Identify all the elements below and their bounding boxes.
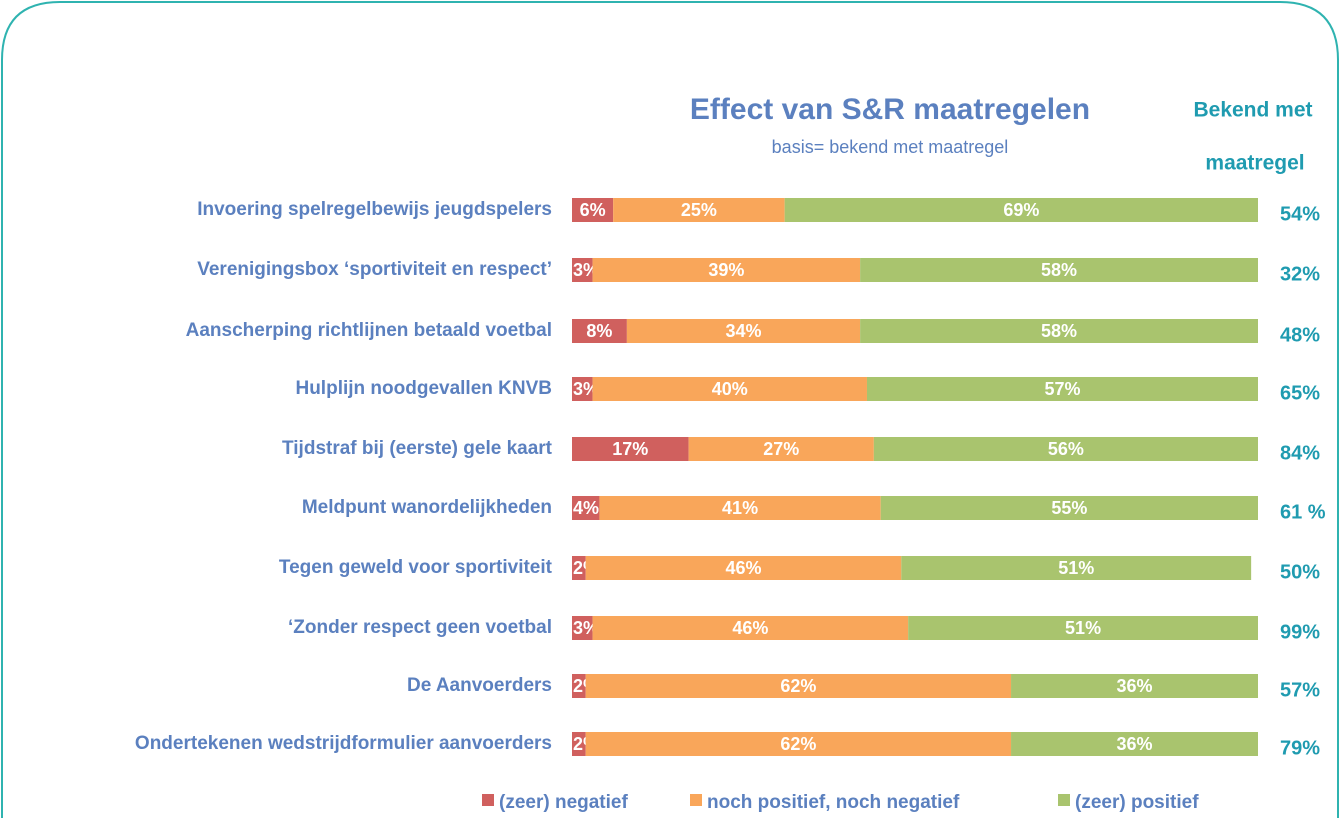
bar-segment xyxy=(784,198,1258,222)
known-label: 32% xyxy=(1280,263,1320,285)
value-label: 69% xyxy=(1003,200,1039,220)
known-label: 65% xyxy=(1280,382,1320,404)
category-label: ‘Zonder respect geen voetbal xyxy=(288,617,552,638)
bar-segment xyxy=(572,377,593,401)
bar-segment xyxy=(572,616,593,640)
category-label: Aanscherping richtlijnen betaald voetbal xyxy=(186,320,552,341)
value-label: 62% xyxy=(780,734,816,754)
column-title: maatregel xyxy=(1205,152,1304,175)
bar-segment xyxy=(572,437,689,461)
bar-segment xyxy=(572,556,586,580)
known-label: 61 % xyxy=(1280,501,1326,523)
value-label: 3% xyxy=(573,260,599,280)
category-label: Tegen geweld voor sportiviteit xyxy=(279,557,553,578)
value-label: 58% xyxy=(1041,321,1077,341)
value-label: 36% xyxy=(1117,734,1153,754)
category-label: Hulplijn noodgevallen KNVB xyxy=(295,378,552,399)
value-label: 62% xyxy=(780,676,816,696)
chart-subtitle: basis= bekend met maatregel xyxy=(772,137,1009,157)
bar-segment xyxy=(866,377,1258,401)
value-label: 6% xyxy=(580,200,606,220)
legend-label: (zeer) negatief xyxy=(499,792,628,813)
bar-segment xyxy=(585,556,902,580)
category-label: Tijdstraf bij (eerste) gele kaart xyxy=(282,438,553,459)
value-label: 55% xyxy=(1051,498,1087,518)
value-label: 58% xyxy=(1041,260,1077,280)
value-label: 56% xyxy=(1048,439,1084,459)
value-label: 8% xyxy=(586,321,612,341)
bar-segment xyxy=(572,496,600,520)
value-label: 4% xyxy=(573,498,599,518)
value-label: 25% xyxy=(681,200,717,220)
value-label: 51% xyxy=(1058,558,1094,578)
known-label: 50% xyxy=(1280,561,1320,583)
category-label: Meldpunt wanordelijkheden xyxy=(302,497,552,518)
value-label: 34% xyxy=(725,321,761,341)
bar-segment xyxy=(901,556,1252,580)
value-label: 3% xyxy=(573,379,599,399)
value-label: 40% xyxy=(712,379,748,399)
value-label: 46% xyxy=(732,618,768,638)
legend-swatch xyxy=(1058,794,1070,806)
legend-label: noch positief, noch negatief xyxy=(707,792,960,813)
value-label: 51% xyxy=(1065,618,1101,638)
known-label: 54% xyxy=(1280,203,1320,225)
category-label: Invoering spelregelbewijs jeugdspelers xyxy=(197,199,552,220)
bar-segment xyxy=(572,198,614,222)
legend-swatch xyxy=(482,794,494,806)
bar-segment xyxy=(572,732,586,756)
value-label: 27% xyxy=(763,439,799,459)
chart-title: Effect van S&R maatregelen xyxy=(690,93,1090,126)
bar-segment xyxy=(860,258,1258,282)
bar-segment xyxy=(599,496,881,520)
legend-label: (zeer) positief xyxy=(1075,792,1199,813)
known-label: 57% xyxy=(1280,679,1320,701)
bar-segment xyxy=(880,496,1258,520)
bar-segment xyxy=(585,674,1012,698)
bar-segment xyxy=(585,732,1012,756)
bar-segment xyxy=(1011,674,1258,698)
known-label: 99% xyxy=(1280,621,1320,643)
bar-segment xyxy=(613,198,785,222)
known-label: 79% xyxy=(1280,737,1320,759)
bar-segment xyxy=(592,616,909,640)
bar-segment xyxy=(860,319,1258,343)
value-label: 46% xyxy=(725,558,761,578)
bar-segment xyxy=(873,437,1258,461)
bar-segment xyxy=(572,319,627,343)
category-label: Ondertekenen wedstrijdformulier aanvoerd… xyxy=(135,733,552,754)
value-label: 3% xyxy=(573,618,599,638)
bar-segment xyxy=(626,319,861,343)
bar-segment xyxy=(572,258,593,282)
value-label: 17% xyxy=(612,439,648,459)
bar-segment xyxy=(592,377,867,401)
column-title: Bekend met xyxy=(1193,99,1312,122)
category-label: De Aanvoerders xyxy=(407,675,552,696)
known-label: 84% xyxy=(1280,442,1320,464)
known-label: 48% xyxy=(1280,324,1320,346)
bar-segment xyxy=(592,258,861,282)
value-label: 41% xyxy=(722,498,758,518)
legend-swatch xyxy=(690,794,702,806)
category-label: Verenigingsbox ‘sportiviteit en respect’ xyxy=(197,259,552,280)
bar-segment xyxy=(1011,732,1258,756)
bar-segment xyxy=(908,616,1258,640)
value-label: 57% xyxy=(1044,379,1080,399)
value-label: 39% xyxy=(708,260,744,280)
value-label: 36% xyxy=(1117,676,1153,696)
bar-segment xyxy=(688,437,874,461)
bar-segment xyxy=(572,674,586,698)
